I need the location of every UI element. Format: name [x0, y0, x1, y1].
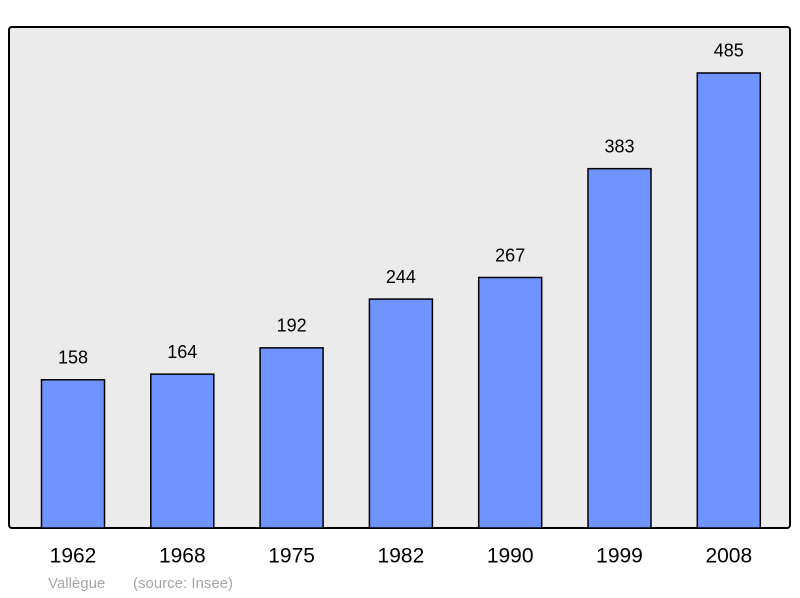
bar: [477, 276, 543, 529]
value-label: 267: [495, 245, 525, 265]
bar: [259, 347, 324, 529]
x-tick-label: 1999: [596, 545, 643, 568]
bar: [696, 72, 762, 529]
bar: [40, 379, 106, 529]
x-tick-label: 1990: [487, 545, 534, 568]
value-label: 485: [714, 41, 744, 61]
x-tick-label: 1982: [378, 545, 425, 568]
bar: [150, 373, 215, 529]
bar: [587, 167, 652, 529]
value-label: 192: [277, 316, 307, 336]
place-label: Vallègue: [48, 575, 105, 592]
x-tick-label: 1975: [268, 545, 315, 568]
value-label: 158: [58, 348, 88, 368]
source-label: (source: Insee): [133, 575, 233, 592]
x-tick-label: 1962: [50, 545, 97, 568]
bar: [368, 298, 434, 529]
value-label: 244: [386, 267, 416, 287]
value-label: 164: [167, 342, 197, 362]
x-tick-label: 1968: [159, 545, 206, 568]
x-tick-label: 2008: [705, 545, 752, 568]
value-label: 383: [604, 136, 634, 156]
